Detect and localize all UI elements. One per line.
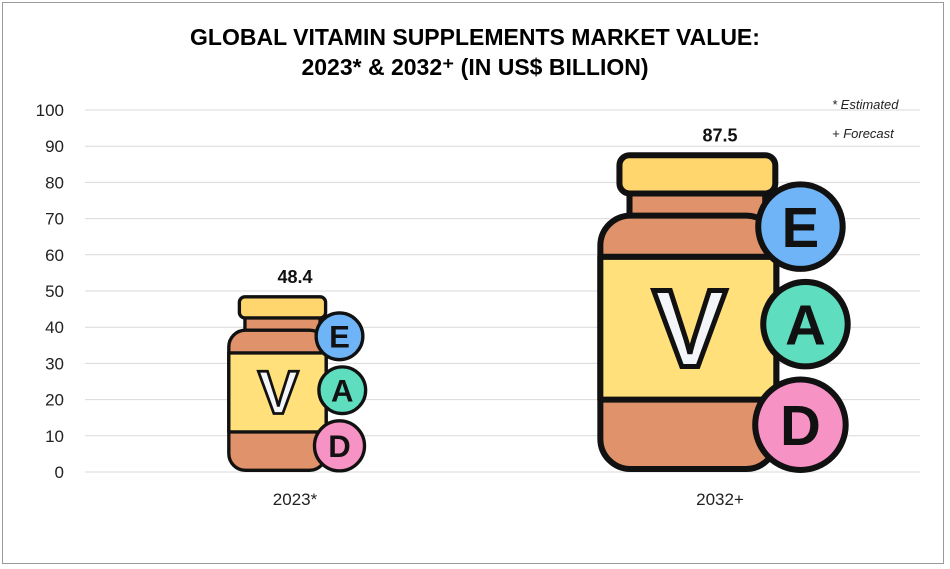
vitamin-circle <box>317 365 368 416</box>
vitamin-letter: A <box>331 373 353 408</box>
y-tick-label: 70 <box>45 210 64 229</box>
x-category-label: 2023* <box>273 490 318 509</box>
y-tick-label: 50 <box>45 282 64 301</box>
note-forecast: + Forecast <box>832 126 894 141</box>
chart-title-line2: 2023* & 2032⁺ (IN US$ BILLION) <box>301 54 649 80</box>
chart-frame <box>2 2 944 564</box>
vitamin-circle <box>314 311 365 362</box>
y-tick-label: 30 <box>45 354 64 373</box>
vitamin-circle <box>755 181 846 272</box>
letter-v: V <box>258 359 299 427</box>
y-tick-label: 60 <box>45 246 64 265</box>
note-estimated: * Estimated <box>832 97 899 112</box>
y-tick-label: 100 <box>36 101 64 120</box>
y-tick-label: 10 <box>45 427 64 446</box>
bottle-label <box>597 253 780 403</box>
y-tick-label: 90 <box>45 137 64 156</box>
vitamin-letter: E <box>782 196 820 259</box>
bottle-label <box>227 351 328 434</box>
vitamin-letter: A <box>785 293 826 356</box>
vitamin-circle <box>312 419 367 473</box>
bottle-lid <box>237 295 328 320</box>
vitamin-circle <box>752 376 849 474</box>
y-tick-label: 0 <box>55 463 64 482</box>
vitamin-circle <box>760 278 851 370</box>
vitamin-letter: D <box>328 429 350 464</box>
x-category-label: 2032+ <box>696 490 744 509</box>
vitamin-letter: E <box>329 319 350 354</box>
y-tick-label: 20 <box>45 391 64 410</box>
chart-title-line1: GLOBAL VITAMIN SUPPLEMENTS MARKET VALUE: <box>190 24 760 50</box>
data-label: 87.5 <box>702 125 737 145</box>
letter-v: V <box>653 267 727 390</box>
y-tick-label: 40 <box>45 318 64 337</box>
vitamin-letter: D <box>780 394 821 457</box>
y-tick-label: 80 <box>45 173 64 192</box>
data-label: 48.4 <box>277 267 312 287</box>
bottle-lid <box>616 152 779 197</box>
